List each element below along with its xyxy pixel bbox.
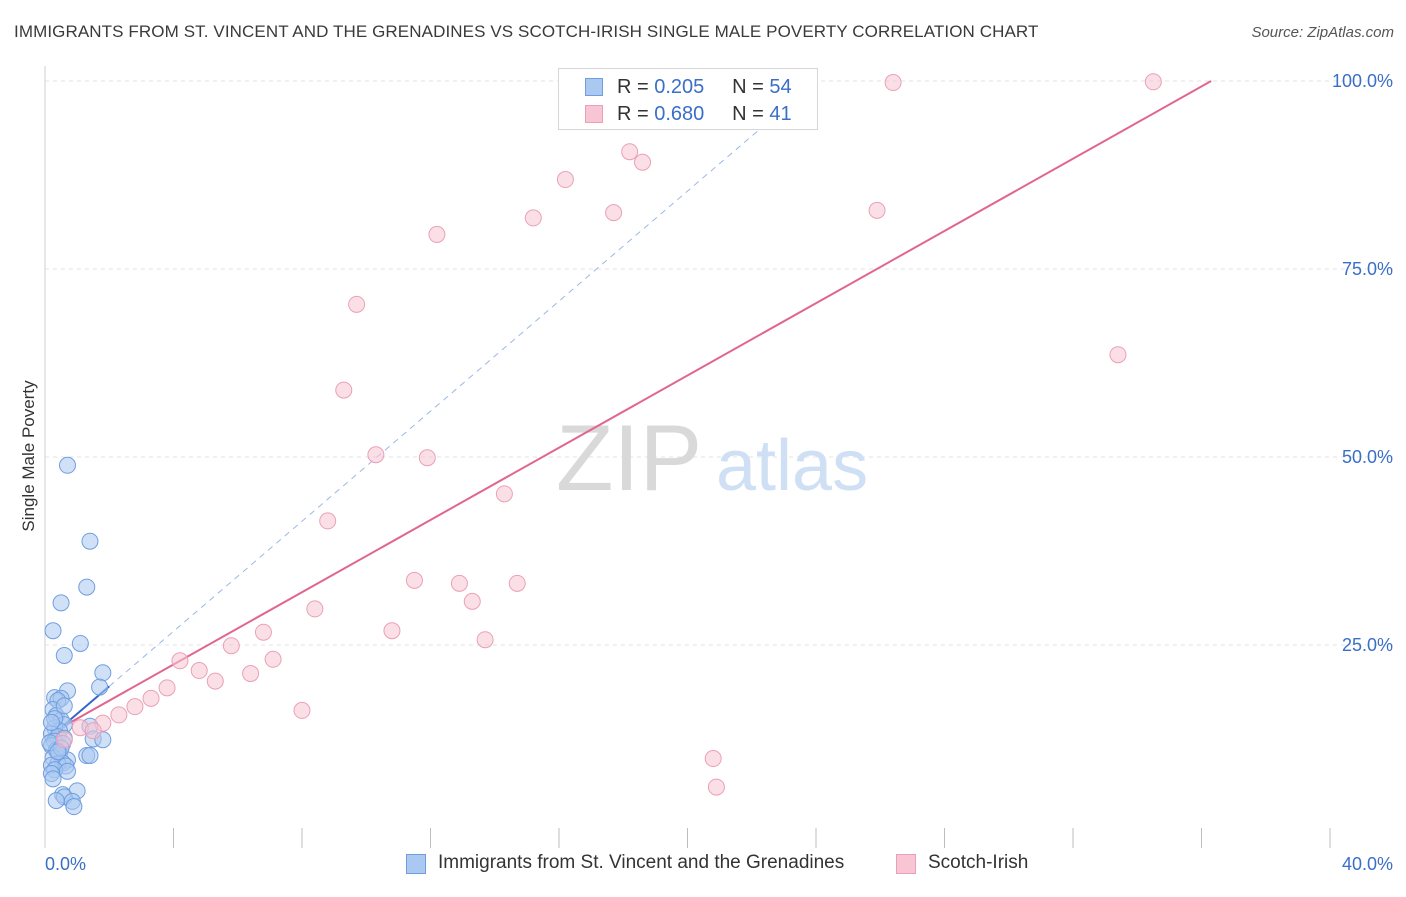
data-point-pink <box>605 204 623 222</box>
data-point-blue <box>42 713 60 731</box>
data-point-blue <box>58 762 76 780</box>
gridlines <box>45 80 1395 646</box>
source-label: Source: ZipAtlas.com <box>1251 24 1394 41</box>
data-point-pink <box>110 706 128 724</box>
legend-swatch-pink <box>585 105 603 123</box>
x-tick-label-min: 0.0% <box>45 854 86 874</box>
data-point-pink <box>171 652 189 670</box>
trend-line-pink <box>44 80 1212 738</box>
legend-n-label: N = <box>732 103 764 125</box>
data-point-blue <box>94 664 112 682</box>
legend-swatch-pink <box>896 854 916 874</box>
legend-r-label: R = <box>617 76 649 98</box>
y-tick-label: 75.0% <box>1342 259 1393 279</box>
data-point-pink <box>1144 73 1162 91</box>
data-point-pink <box>634 153 652 171</box>
data-point-pink <box>524 209 542 227</box>
data-point-pink <box>126 698 144 716</box>
y-axis-label: Single Male Poverty <box>19 380 38 532</box>
series-pink-points <box>55 73 1162 796</box>
data-point-blue <box>52 594 70 612</box>
data-point-blue <box>47 792 65 810</box>
data-point-pink <box>1109 346 1127 364</box>
legend-label-pink: Scotch-Irish <box>928 852 1029 873</box>
data-point-pink <box>84 722 102 740</box>
data-point-pink <box>463 592 481 610</box>
data-point-blue <box>65 798 83 816</box>
data-point-blue <box>58 456 76 474</box>
watermark: ZIP atlas <box>556 405 868 510</box>
data-point-pink <box>348 295 366 313</box>
data-point-pink <box>495 485 513 503</box>
legend-n-value-pink: 41 <box>769 103 792 125</box>
data-point-pink <box>306 600 324 618</box>
data-point-pink <box>418 449 436 467</box>
data-point-blue <box>81 747 99 765</box>
data-point-blue <box>91 678 109 696</box>
data-point-blue <box>44 622 62 640</box>
data-point-pink <box>405 571 423 589</box>
legend-r-value-blue: 0.205 <box>654 76 705 98</box>
legend-swatch-blue <box>585 78 603 96</box>
data-point-blue <box>78 578 96 596</box>
data-point-blue <box>71 634 89 652</box>
data-point-pink <box>884 74 902 92</box>
data-point-pink <box>242 665 260 683</box>
data-point-pink <box>367 446 385 464</box>
data-point-pink <box>264 650 282 668</box>
legend-n-label: N = <box>732 76 764 98</box>
legend-swatch-blue <box>406 854 426 874</box>
data-point-pink <box>142 689 160 707</box>
data-point-pink <box>383 622 401 640</box>
legend-n-value-blue: 54 <box>769 76 792 98</box>
tick-labels: 25.0% 50.0% 75.0% 100.0% 0.0% 40.0% <box>45 71 1393 874</box>
data-point-pink <box>428 225 446 243</box>
watermark-atlas: atlas <box>716 426 868 506</box>
data-point-blue <box>44 770 62 788</box>
chart-title: IMMIGRANTS FROM ST. VINCENT AND THE GREN… <box>14 22 1039 41</box>
series-blue-points <box>41 456 112 816</box>
legend-correlation: R = 0.205 N = 54 R = 0.680 N = 41 <box>558 68 818 130</box>
data-point-pink <box>556 171 574 189</box>
y-tick-label: 50.0% <box>1342 447 1393 467</box>
trend-line-blue-extended <box>108 80 817 687</box>
data-point-pink <box>222 637 240 655</box>
data-point-pink <box>621 143 639 161</box>
data-point-pink <box>868 201 886 219</box>
data-point-pink <box>254 623 272 641</box>
data-point-pink <box>293 701 311 719</box>
data-point-blue <box>55 697 73 715</box>
legend-r-label: R = <box>617 103 649 125</box>
y-tick-label: 100.0% <box>1332 71 1393 91</box>
watermark-zip: ZIP <box>556 405 702 510</box>
data-point-pink <box>158 679 176 697</box>
data-point-pink <box>319 512 337 530</box>
data-point-pink <box>206 672 224 690</box>
data-point-pink <box>55 731 73 749</box>
data-point-pink <box>508 574 526 592</box>
data-point-pink <box>450 574 468 592</box>
legend-series: Immigrants from St. Vincent and the Gren… <box>0 850 1406 878</box>
legend-label-blue: Immigrants from St. Vincent and the Gren… <box>438 852 845 873</box>
x-tick-label-max: 40.0% <box>1342 854 1393 874</box>
data-point-blue <box>81 532 99 550</box>
data-point-pink <box>190 662 208 680</box>
data-point-pink <box>476 631 494 649</box>
data-point-blue <box>55 647 73 665</box>
data-point-pink <box>335 381 353 399</box>
data-point-pink <box>707 778 725 796</box>
data-point-pink <box>704 750 722 768</box>
legend-r-value-pink: 0.680 <box>654 103 705 125</box>
y-tick-label: 25.0% <box>1342 635 1393 655</box>
